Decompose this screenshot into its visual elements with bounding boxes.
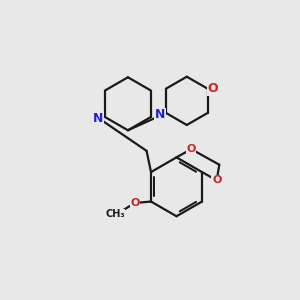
Text: O: O	[130, 198, 140, 208]
Text: O: O	[208, 82, 218, 95]
Text: N: N	[155, 109, 166, 122]
Text: N: N	[93, 112, 104, 125]
Text: CH₃: CH₃	[105, 209, 125, 219]
Text: O: O	[212, 175, 221, 185]
Text: O: O	[187, 144, 196, 154]
